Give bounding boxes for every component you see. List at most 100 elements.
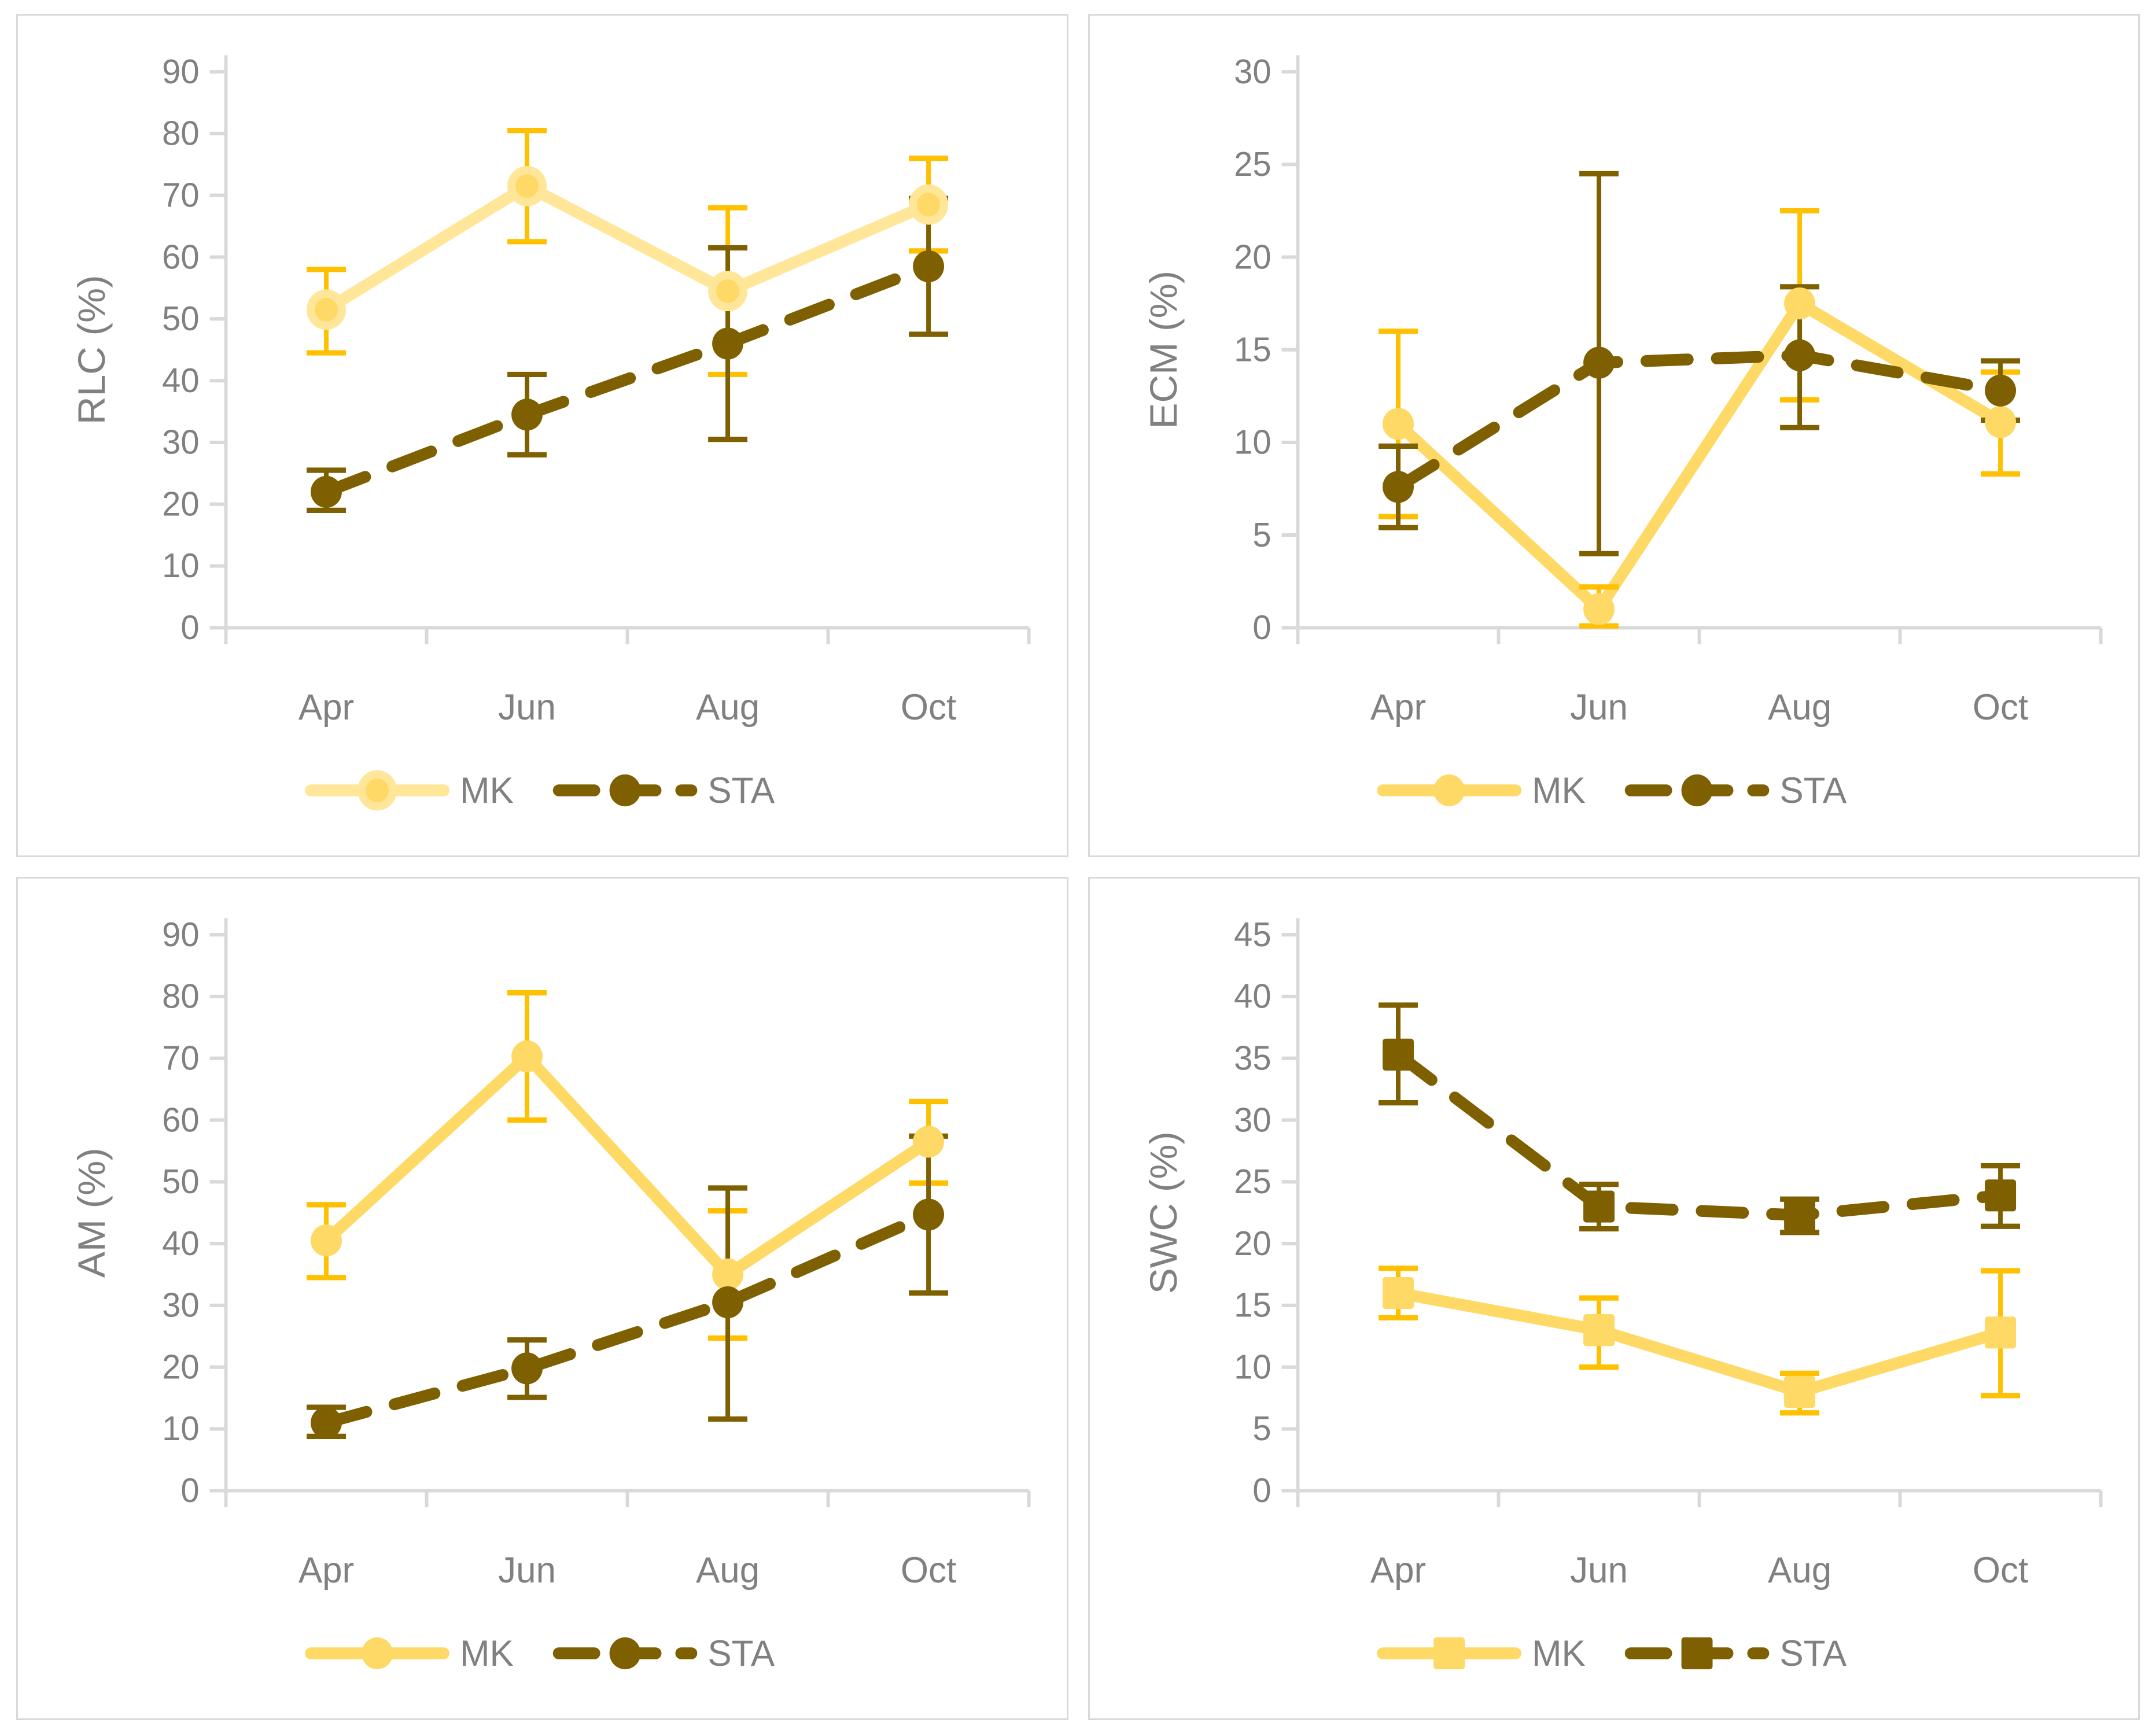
line-MK (320, 1050, 935, 1281)
svg-text:20: 20 (162, 485, 199, 523)
markers-STA (311, 250, 945, 508)
axes (1296, 55, 2103, 644)
x-axis: Apr Jun Aug Oct (298, 687, 956, 728)
svg-text:20: 20 (162, 1348, 199, 1386)
markers-MK (1382, 1276, 2016, 1408)
markers-STA (311, 1198, 945, 1439)
svg-text:10: 10 (1234, 423, 1271, 462)
rlc-chart: 0 10 20 30 40 50 60 70 80 90 Apr Jun Aug Oct RLC (%) MK… (71, 53, 1031, 811)
chart-panel-rlc: 0 10 20 30 40 50 60 70 80 90 Apr Jun Aug Oct RLC (%) MK… (16, 14, 1068, 857)
chart-panel-am: 0 10 20 30 40 50 60 70 80 90 Apr Jun Aug Oct AM (%) MK S… (16, 877, 1068, 1720)
markers-MK (311, 1040, 945, 1291)
svg-text:40: 40 (162, 1224, 199, 1263)
svg-text:Aug: Aug (1767, 1549, 1831, 1591)
line-MK (1392, 1287, 2006, 1398)
chart-panel-ecm: 0 5 10 15 20 25 30 Apr Jun Aug Oct ECM (%) MK STA (1088, 14, 2140, 857)
legend-item-STA: STA (1624, 1633, 1847, 1674)
svg-text:70: 70 (162, 1039, 199, 1078)
svg-text:0: 0 (180, 1471, 199, 1510)
legend: MK STA (1376, 1633, 1847, 1674)
svg-text:5: 5 (1252, 516, 1271, 554)
svg-text:Jun: Jun (1570, 1549, 1628, 1591)
series-markers (307, 165, 949, 508)
chart-panel-swc: 0 5 10 15 20 25 30 35 40 45 Apr Jun Aug Oct SWC (%) MK S… (1088, 877, 2140, 1720)
series-lines (320, 1050, 935, 1429)
legend-item-STA: STA (552, 1633, 775, 1674)
markers-STA (1382, 339, 2016, 503)
line-STA (1392, 1049, 2006, 1222)
y-axis: 0 5 10 15 20 25 30 35 40 45 (1234, 916, 1298, 1510)
legend-label-MK: MK (460, 1633, 514, 1674)
y-axis-title: RLC (%) (71, 275, 113, 425)
legend-item-MK: MK (1376, 1633, 1586, 1674)
svg-text:40: 40 (162, 361, 199, 400)
svg-text:Jun: Jun (1570, 687, 1628, 728)
svg-text:35: 35 (1234, 1039, 1271, 1078)
svg-text:20: 20 (1234, 238, 1271, 276)
series-markers (1382, 1038, 2016, 1408)
line-MK (1392, 297, 2006, 615)
legend-label-MK: MK (1531, 770, 1585, 811)
svg-text:30: 30 (1234, 1101, 1271, 1139)
svg-text:90: 90 (162, 53, 199, 91)
legend-label-STA: STA (1779, 770, 1847, 811)
svg-text:30: 30 (162, 1286, 199, 1325)
svg-text:0: 0 (1252, 608, 1271, 647)
svg-text:0: 0 (1252, 1471, 1271, 1510)
svg-text:10: 10 (1234, 1348, 1271, 1386)
series-markers (1382, 287, 2016, 625)
svg-text:10: 10 (162, 547, 199, 585)
axes (1296, 918, 2103, 1507)
legend: MK STA (305, 1633, 775, 1674)
error-bars (1378, 171, 2020, 629)
legend-item-MK: MK (305, 770, 514, 811)
legend-label-STA: STA (707, 1633, 775, 1674)
svg-text:Aug: Aug (696, 1549, 760, 1591)
svg-text:80: 80 (162, 115, 199, 153)
svg-text:Jun: Jun (498, 1549, 556, 1591)
legend-label-STA: STA (707, 770, 775, 811)
series-markers (311, 1040, 945, 1439)
svg-text:30: 30 (1234, 53, 1271, 91)
legend: MK STA (1376, 770, 1847, 811)
svg-text:50: 50 (162, 1163, 199, 1201)
y-axis: 0 5 10 15 20 25 30 (1234, 53, 1298, 647)
legend-label-MK: MK (1531, 1633, 1585, 1674)
svg-text:Apr: Apr (298, 1549, 354, 1591)
svg-text:Oct: Oct (901, 1549, 956, 1591)
legend-label-STA: STA (1779, 1633, 1847, 1674)
svg-text:45: 45 (1234, 916, 1271, 954)
y-axis-title: AM (%) (71, 1148, 113, 1278)
svg-text:5: 5 (1252, 1410, 1271, 1448)
svg-text:0: 0 (180, 608, 199, 647)
svg-text:90: 90 (162, 916, 199, 954)
svg-text:15: 15 (1234, 1286, 1271, 1325)
error-bars-MK (307, 127, 949, 378)
svg-text:Apr: Apr (1370, 687, 1425, 728)
legend-item-STA: STA (552, 770, 775, 811)
swc-chart: 0 5 10 15 20 25 30 35 40 45 Apr Jun Aug Oct SWC (%) MK S… (1143, 916, 2103, 1674)
svg-text:80: 80 (162, 977, 199, 1016)
x-axis: Apr Jun Aug Oct (1370, 1549, 2028, 1591)
series-lines (320, 180, 935, 498)
legend-item-MK: MK (1376, 770, 1586, 811)
x-axis: Apr Jun Aug Oct (1370, 687, 2028, 728)
svg-text:50: 50 (162, 300, 199, 338)
legend-item-MK: MK (305, 1633, 514, 1674)
svg-text:Aug: Aug (696, 687, 760, 728)
axes (224, 55, 1031, 644)
svg-text:25: 25 (1234, 145, 1271, 183)
am-chart: 0 10 20 30 40 50 60 70 80 90 Apr Jun Aug Oct AM (%) MK S… (71, 916, 1031, 1674)
svg-text:10: 10 (162, 1410, 199, 1448)
svg-text:Oct: Oct (1972, 687, 2028, 728)
legend-item-STA: STA (1624, 770, 1847, 811)
x-axis: Apr Jun Aug Oct (298, 1549, 956, 1591)
error-bars-STA (307, 1133, 949, 1439)
svg-text:15: 15 (1234, 331, 1271, 369)
line-STA (320, 1208, 935, 1429)
y-axis-title: SWC (%) (1143, 1131, 1185, 1294)
svg-text:25: 25 (1234, 1163, 1271, 1201)
error-bars (307, 990, 949, 1439)
legend-label-MK: MK (460, 770, 514, 811)
